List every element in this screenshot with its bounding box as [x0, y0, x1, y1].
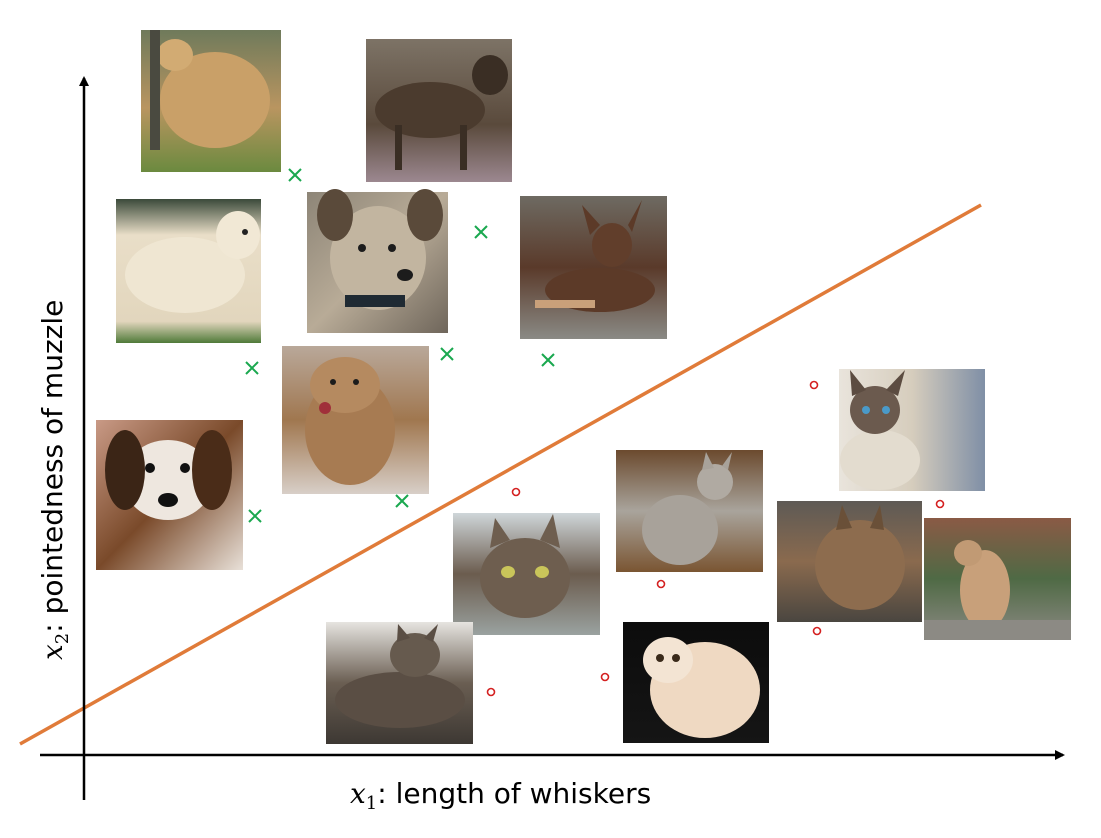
cross-marker-icon — [288, 168, 302, 182]
dog-photo-african-wild-dog — [366, 39, 512, 182]
x-axis-text: : length of whiskers — [377, 777, 651, 810]
cat-photo-tabby-lying — [326, 622, 473, 744]
cross-marker-icon — [245, 361, 259, 375]
dog-photo-beagle-puppy — [96, 420, 243, 570]
dog-markers — [245, 168, 555, 523]
dog-photo-white-terrier — [116, 199, 261, 343]
y-axis-label: x2: pointedness of muzzle — [36, 300, 73, 660]
dog-photo-scruffy-terrier — [307, 189, 448, 333]
circle-marker-icon — [656, 579, 666, 589]
cat-photo-siamese — [839, 369, 985, 491]
dog-photo-afghan-hound — [141, 30, 281, 172]
circle-marker-icon — [511, 487, 521, 497]
cat-photo-tabby-portrait — [453, 513, 600, 635]
dog-photo-shih-tzu — [282, 346, 429, 494]
cat-photo-persian — [623, 622, 769, 743]
circle-marker-icon — [600, 672, 610, 682]
decision-boundary — [19, 203, 982, 746]
cat-markers — [486, 380, 945, 697]
x-axis-variable: x — [350, 777, 366, 810]
y-axis-variable: x — [36, 644, 69, 660]
cross-marker-icon — [248, 509, 262, 523]
cat-photo-egyptian-mau — [616, 450, 763, 572]
cross-marker-icon — [395, 494, 409, 508]
circle-marker-icon — [809, 380, 819, 390]
y-axis-text: : pointedness of muzzle — [36, 300, 69, 633]
circle-marker-icon — [486, 687, 496, 697]
cross-marker-icon — [541, 353, 555, 367]
x-axis-subscript: 1 — [366, 793, 377, 814]
cross-marker-icon — [440, 347, 454, 361]
circle-marker-icon — [812, 626, 822, 636]
circle-marker-icon — [935, 499, 945, 509]
y-axis-subscript: 2 — [52, 633, 73, 644]
cat-photo-bobcat — [777, 501, 922, 622]
x-axis-label: x1: length of whiskers — [350, 777, 651, 814]
cat-photo-cougar — [924, 518, 1071, 640]
cross-marker-icon — [474, 225, 488, 239]
dog-photo-kelpie — [520, 196, 667, 339]
